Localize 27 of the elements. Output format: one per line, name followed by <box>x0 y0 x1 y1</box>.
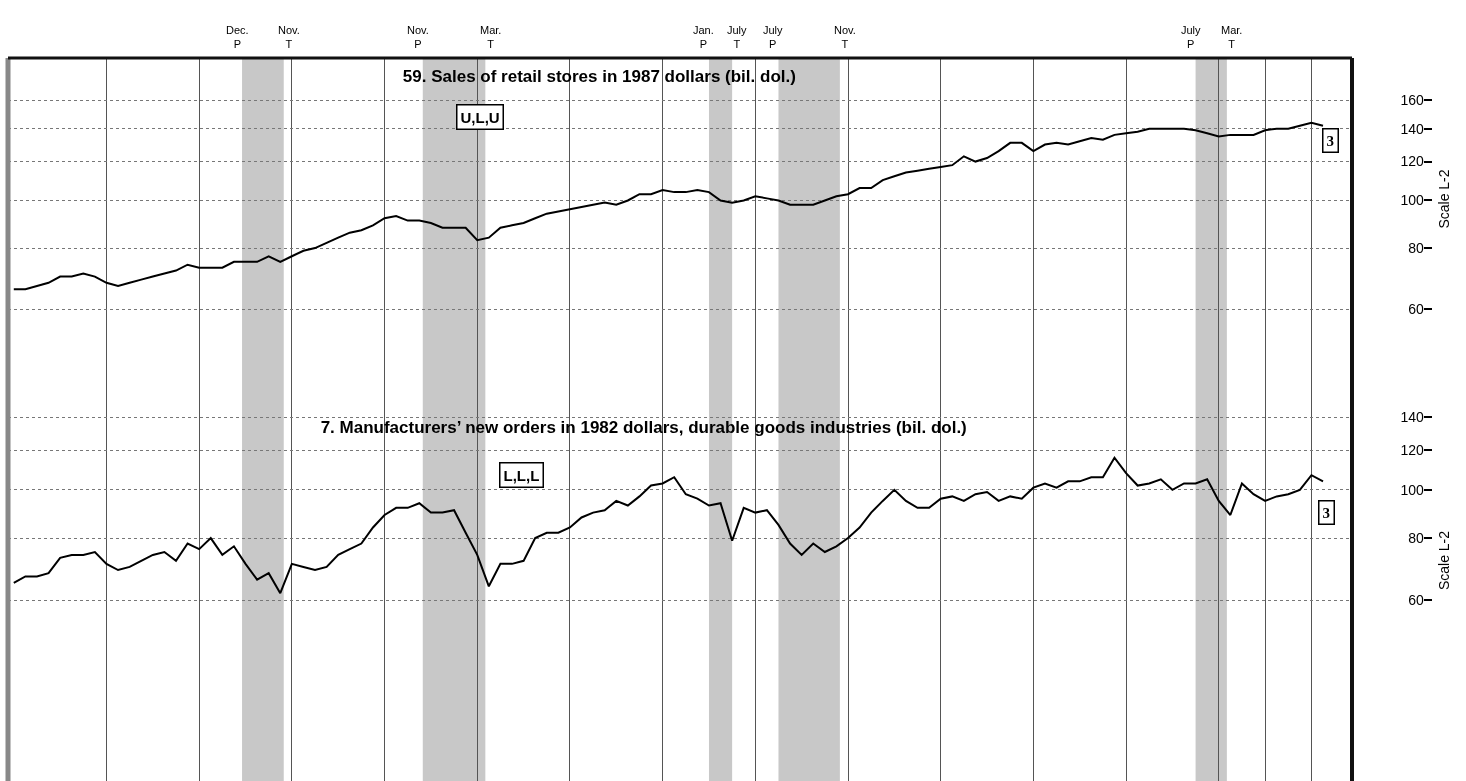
y-tick-label: 80 <box>1408 529 1425 546</box>
y-tick-label: 60 <box>1408 301 1425 318</box>
text: Mar. T <box>1221 24 1243 51</box>
y-axis-title: Scale L-2 <box>1436 169 1453 229</box>
text: Mar. T <box>480 24 502 51</box>
annotation: L,L,L <box>503 466 540 484</box>
y-tick-label: 60 <box>1408 592 1425 609</box>
y-axis-title: Scale L-2 <box>1436 530 1453 591</box>
text: July P <box>763 24 784 51</box>
y-tick-label: 120 <box>1400 442 1425 459</box>
y-tick-label: 120 <box>1400 153 1425 170</box>
y-tick-label: 80 <box>1408 239 1425 256</box>
text: July T <box>727 24 748 51</box>
text: Dec. P <box>226 24 249 51</box>
y-tick-label: 160 <box>1400 92 1425 109</box>
text: July P <box>1181 24 1202 51</box>
annotation: U,L,U <box>460 108 500 126</box>
text: Jan. P <box>693 24 714 51</box>
annotation: 3 <box>1322 504 1330 521</box>
text: Nov. T <box>278 24 300 51</box>
y-tick-label: 100 <box>1400 192 1425 209</box>
text: Nov. T <box>834 24 856 51</box>
text: Nov. P <box>407 24 429 51</box>
annotation: 3 <box>1326 132 1334 149</box>
y-tick-label: 140 <box>1400 409 1425 425</box>
y-tick-label: 140 <box>1400 120 1425 137</box>
y-tick-label: 100 <box>1400 481 1425 498</box>
